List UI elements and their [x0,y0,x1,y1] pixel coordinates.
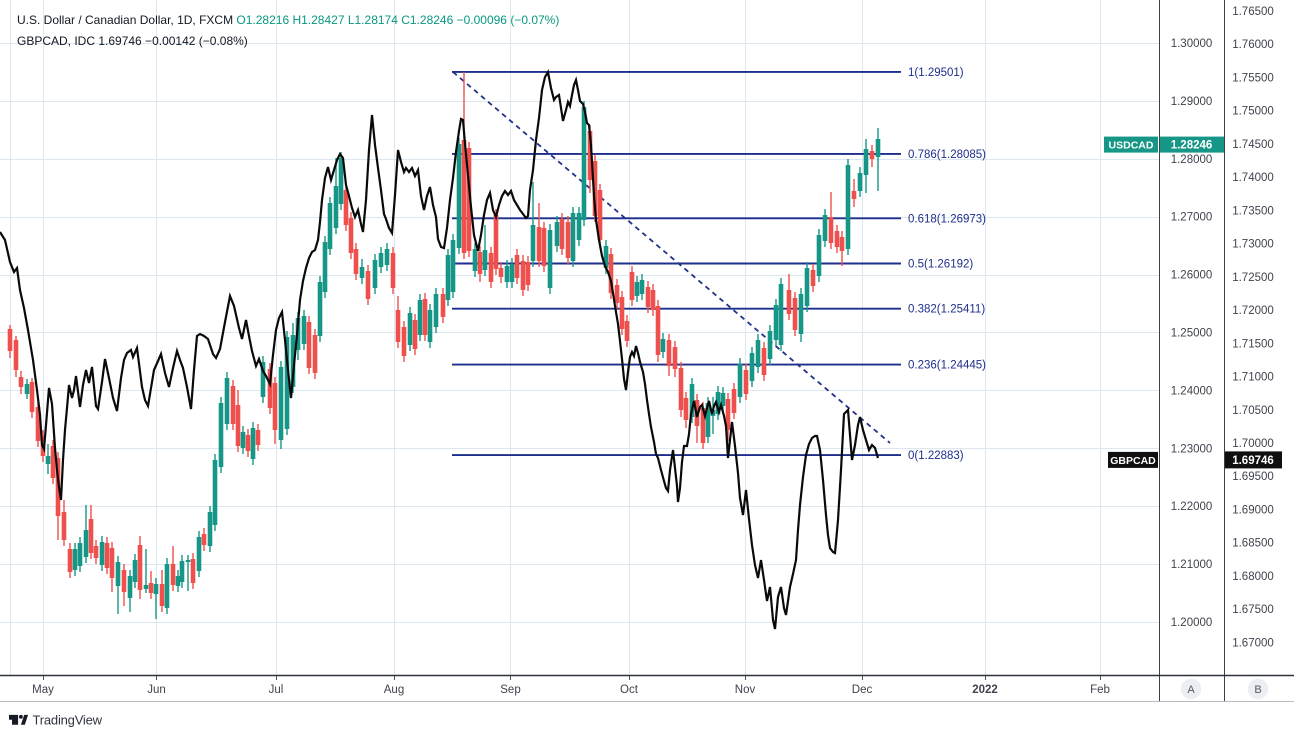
svg-text:1.26000: 1.26000 [1171,270,1213,282]
svg-text:0.618(1.26973): 0.618(1.26973) [908,213,986,225]
svg-text:May: May [32,684,54,696]
svg-text:1.76000: 1.76000 [1232,39,1274,51]
svg-text:1.27000: 1.27000 [1171,212,1213,224]
svg-text:1(1.29501): 1(1.29501) [908,67,964,79]
svg-text:Dec: Dec [852,684,873,696]
svg-text:GBPCAD: GBPCAD [1110,455,1156,467]
svg-text:1.71500: 1.71500 [1232,338,1274,350]
svg-text:1.69000: 1.69000 [1232,504,1274,516]
svg-text:Feb: Feb [1090,684,1110,696]
svg-text:0(1.22883): 0(1.22883) [908,450,964,462]
svg-text:2022: 2022 [972,684,998,696]
svg-text:B: B [1254,684,1261,696]
svg-text:1.68500: 1.68500 [1232,538,1274,550]
svg-text:Jul: Jul [269,684,284,696]
svg-text:1.71000: 1.71000 [1232,372,1274,384]
svg-text:USDCAD: USDCAD [1109,140,1154,152]
svg-text:1.69500: 1.69500 [1232,471,1274,483]
svg-text:1.24000: 1.24000 [1171,385,1213,397]
svg-text:Sep: Sep [500,684,520,696]
svg-text:1.72000: 1.72000 [1232,305,1274,317]
svg-text:0.786(1.28085): 0.786(1.28085) [908,149,986,161]
svg-text:1.28000: 1.28000 [1171,154,1213,166]
svg-text:1.68000: 1.68000 [1232,571,1274,583]
svg-text:A: A [1187,684,1195,696]
svg-text:Aug: Aug [384,684,404,696]
svg-text:0.5(1.26192): 0.5(1.26192) [908,259,973,271]
svg-text:1.67500: 1.67500 [1232,604,1274,616]
svg-text:Oct: Oct [620,684,639,696]
svg-text:1.75500: 1.75500 [1232,73,1274,85]
svg-text:1.22000: 1.22000 [1171,501,1213,513]
svg-text:1.75000: 1.75000 [1232,106,1274,118]
svg-text:1.72500: 1.72500 [1232,272,1274,284]
svg-text:1.30000: 1.30000 [1171,38,1213,50]
svg-text:1.25000: 1.25000 [1171,328,1213,340]
svg-text:U.S. Dollar / Canadian Dollar,: U.S. Dollar / Canadian Dollar, 1D, FXCM … [17,13,559,27]
svg-text:GBPCAD, IDC 1.69746 −0.00142: GBPCAD, IDC 1.69746 −0.00142 (−0.08%) [17,34,248,48]
svg-text:0.236(1.24445): 0.236(1.24445) [908,360,986,372]
svg-text:1.70000: 1.70000 [1232,438,1274,450]
svg-text:1.28246: 1.28246 [1171,140,1213,152]
svg-text:1.76500: 1.76500 [1232,6,1274,18]
svg-text:1.69746: 1.69746 [1232,455,1274,467]
svg-text:Jun: Jun [147,684,166,696]
svg-text:TradingView: TradingView [33,712,103,727]
svg-text:1.20000: 1.20000 [1171,617,1213,629]
svg-text:1.73500: 1.73500 [1232,205,1274,217]
svg-text:1.23000: 1.23000 [1171,443,1213,455]
svg-text:1.21000: 1.21000 [1171,559,1213,571]
svg-text:1.73000: 1.73000 [1232,239,1274,251]
svg-text:0.382(1.25411): 0.382(1.25411) [908,304,985,316]
svg-text:1.74500: 1.74500 [1232,139,1274,151]
svg-text:1.70500: 1.70500 [1232,405,1274,417]
svg-text:1.67000: 1.67000 [1232,637,1274,649]
svg-text:Nov: Nov [735,684,756,696]
svg-text:1.74000: 1.74000 [1232,172,1274,184]
svg-text:1.29000: 1.29000 [1171,96,1213,108]
